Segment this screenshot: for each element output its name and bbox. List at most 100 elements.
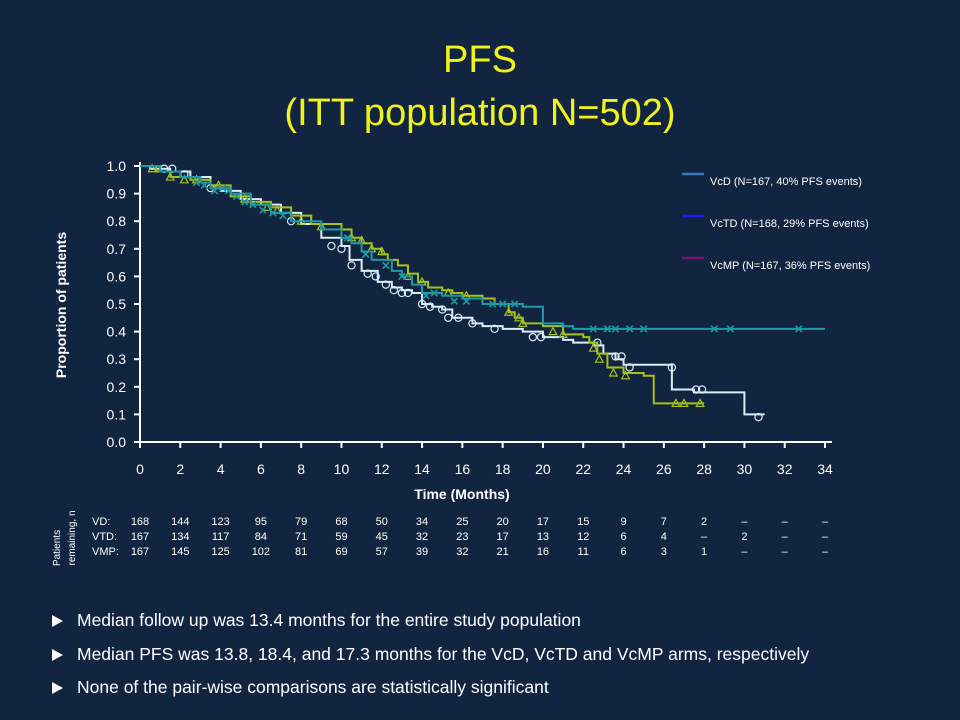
censor-mark-x	[279, 211, 287, 220]
censor-mark-triangle	[558, 329, 568, 338]
censor-mark-x	[210, 187, 219, 195]
bullet-arrow-icon	[52, 649, 63, 661]
censor-mark-x	[498, 300, 507, 308]
censor-mark-x	[611, 325, 620, 333]
risk-cell: 123	[211, 516, 229, 528]
censor-mark-x	[625, 325, 634, 333]
km-curve-1	[140, 165, 765, 416]
censor-mark-triangle	[548, 326, 558, 336]
censor-mark-circle	[337, 244, 346, 253]
risk-cell: 32	[416, 531, 428, 543]
censor-mark-circle	[528, 332, 538, 342]
risk-cell: 17	[497, 531, 509, 543]
bullet-text: Median follow up was 13.4 months for the…	[77, 610, 581, 630]
risk-cell: –	[822, 531, 829, 543]
risk-cell: 20	[497, 516, 509, 528]
x-tick-label: 4	[217, 461, 225, 477]
censor-mark-x	[249, 200, 257, 209]
x-tick-label: 24	[616, 461, 632, 477]
risk-row-label: VD:	[92, 516, 110, 528]
censor-mark-x	[430, 289, 438, 297]
risk-cell: 167	[131, 531, 149, 543]
censor-mark-triangle	[165, 171, 176, 181]
censor-mark-x	[795, 325, 803, 333]
x-tick-label: 20	[535, 461, 551, 477]
risk-cell: 32	[456, 546, 468, 558]
censor-mark-circle	[347, 261, 356, 270]
censor-mark-x	[240, 198, 249, 206]
risk-cell: 134	[171, 531, 189, 543]
censor-mark-circle	[490, 324, 499, 334]
risk-cell: 1	[701, 546, 707, 558]
x-tick-label: 8	[297, 461, 305, 477]
risk-cell: 13	[537, 531, 549, 543]
bullet-text: Median PFS was 13.8, 18.4, and 17.3 mont…	[77, 644, 810, 664]
censor-mark-triangle	[671, 398, 681, 407]
risk-cell: –	[822, 546, 829, 558]
censor-mark-circle	[625, 363, 634, 372]
x-tick-label: 22	[575, 461, 591, 477]
risk-cell: 25	[456, 516, 468, 528]
censor-mark-triangle	[179, 174, 190, 184]
censor-mark-x	[218, 184, 227, 192]
censor-mark-circle	[697, 385, 707, 394]
x-tick-label: 30	[737, 461, 753, 477]
x-axis-label: Time (Months)	[414, 486, 509, 502]
risk-cell: 145	[171, 546, 189, 558]
risk-cell: 71	[295, 531, 307, 543]
x-tick-label: 12	[374, 461, 390, 477]
risk-cell: 34	[416, 516, 428, 528]
risk-cell: –	[741, 546, 748, 558]
risk-cell: 45	[376, 531, 388, 543]
risk-cell: 9	[620, 516, 626, 528]
risk-cell: 6	[620, 531, 626, 543]
risk-cell: 3	[661, 546, 667, 558]
censor-mark-triangle	[147, 163, 157, 173]
censor-mark-triangle	[594, 353, 605, 363]
x-tick-label: 10	[334, 461, 350, 477]
risk-cell: –	[701, 531, 708, 543]
censor-mark-triangle	[588, 342, 599, 352]
y-tick-label: 0.9	[107, 186, 127, 202]
censor-mark-circle	[371, 272, 380, 281]
bullet-1: Median follow up was 13.4 months for the…	[52, 610, 581, 631]
risk-cell: 117	[212, 531, 230, 543]
risk-cell: –	[782, 546, 789, 558]
censor-mark-x	[200, 181, 209, 190]
censor-mark-circle	[327, 241, 336, 251]
censor-mark-x	[510, 300, 519, 308]
risk-cell: –	[782, 516, 789, 528]
censor-mark-circle	[691, 385, 701, 394]
risk-cell: –	[782, 531, 789, 543]
risk-cell: 11	[578, 546, 589, 558]
y-tick-label: 0.4	[107, 324, 127, 340]
censor-mark-x	[488, 300, 497, 308]
risk-cell: 81	[295, 546, 307, 558]
y-tick-label: 0.3	[107, 351, 127, 367]
censor-mark-x	[259, 206, 267, 214]
legend-label: VcTD (N=168, 29% PFS events)	[710, 218, 869, 230]
censor-mark-x	[589, 325, 598, 333]
risk-cell: –	[822, 516, 829, 528]
slide-title: PFS	[443, 39, 517, 81]
bullet-text: None of the pair-wise comparisons are st…	[77, 677, 549, 697]
censor-mark-circle	[403, 288, 413, 298]
x-tick-label: 2	[176, 461, 184, 477]
censor-mark-triangle	[503, 307, 514, 316]
censor-mark-x	[224, 187, 233, 195]
censor-mark-triangle	[376, 246, 387, 256]
censor-mark-circle	[381, 280, 390, 289]
x-tick-label: 14	[414, 461, 430, 477]
censor-mark-x	[361, 250, 370, 259]
risk-cell: 168	[131, 516, 149, 528]
y-tick-label: 0.7	[107, 241, 127, 257]
km-curve-2	[140, 165, 705, 405]
slide-subtitle: (ITT population N=502)	[284, 92, 676, 134]
censor-mark-x	[603, 325, 612, 333]
censor-mark-triangle	[695, 398, 705, 407]
censor-mark-circle	[611, 352, 620, 361]
x-tick-label: 26	[656, 461, 672, 477]
x-tick-label: 32	[777, 461, 793, 477]
censor-mark-x	[232, 192, 241, 201]
censor-mark-circle	[454, 313, 463, 322]
